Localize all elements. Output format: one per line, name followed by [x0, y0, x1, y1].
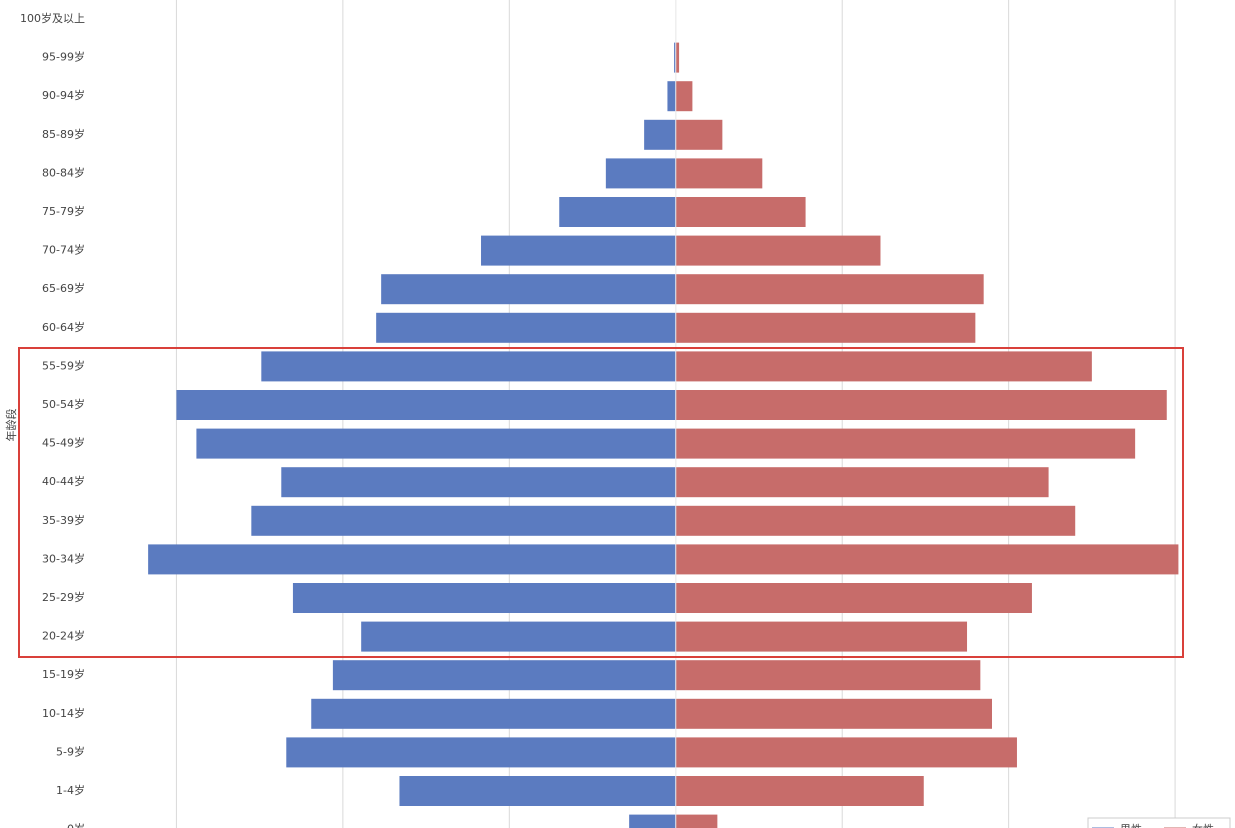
bar [176, 390, 676, 420]
bar [605, 158, 676, 189]
y-tick-label: 20-24岁 [42, 629, 85, 643]
y-tick-label: 30-34岁 [42, 551, 85, 565]
y-tick-label: 90-94岁 [42, 88, 85, 102]
bar [675, 467, 1049, 498]
bar [675, 814, 718, 828]
bar [261, 351, 676, 382]
bar [675, 81, 693, 112]
bar [675, 544, 1179, 575]
bar [675, 505, 1076, 536]
y-tick-label: 85-89岁 [42, 127, 85, 141]
bar [675, 312, 976, 343]
bar [481, 235, 676, 266]
bar [675, 119, 723, 150]
bar [675, 42, 680, 73]
bar [675, 737, 1017, 768]
bar [629, 814, 676, 828]
legend-label: 女性 [1192, 822, 1214, 828]
y-tick-label: 35-39岁 [42, 513, 85, 527]
bar [675, 428, 1136, 459]
bar [286, 737, 676, 768]
bar [559, 197, 676, 227]
bar [675, 660, 981, 691]
bar [281, 467, 676, 498]
bar [381, 274, 676, 305]
y-tick-label: 65-69岁 [42, 281, 85, 295]
bar [196, 428, 676, 459]
bar [675, 390, 1167, 420]
bar [376, 312, 676, 343]
legend-box [1087, 817, 1231, 828]
bar [667, 81, 676, 112]
bar [361, 621, 676, 652]
y-tick-label: 60-64岁 [42, 320, 85, 334]
bar [675, 621, 968, 652]
y-tick-label: 45-49岁 [42, 436, 85, 450]
bar [675, 698, 992, 729]
bar [675, 197, 806, 227]
bar [675, 274, 984, 305]
y-tick-label: 55-59岁 [42, 358, 85, 372]
bar [292, 583, 676, 613]
bar [332, 660, 676, 691]
legend-label: 男性 [1120, 822, 1142, 828]
bar [675, 776, 924, 806]
bar [675, 235, 881, 266]
bar [675, 158, 763, 189]
y-tick-label: 0岁 [67, 822, 85, 828]
bar [674, 42, 676, 73]
y-tick-label: 10-14岁 [42, 706, 85, 720]
y-tick-label: 95-99岁 [42, 50, 85, 64]
y-tick-label: 1-4岁 [56, 783, 85, 797]
y-tick-label: 70-74岁 [42, 243, 85, 257]
y-tick-label: 80-84岁 [42, 165, 85, 179]
y-tick-label: 5-9岁 [56, 744, 85, 758]
y-axis-title: 年龄段 [4, 409, 18, 442]
y-tick-label: 40-44岁 [42, 474, 85, 488]
bar [251, 505, 676, 536]
y-tick-label: 25-29岁 [42, 590, 85, 604]
highlight-box [18, 347, 1184, 658]
y-tick-label: 15-19岁 [42, 667, 85, 681]
bar [644, 119, 676, 150]
bar [311, 698, 676, 729]
y-tick-label: 100岁及以上 [20, 11, 85, 25]
bar [399, 776, 676, 806]
y-tick-label: 75-79岁 [42, 204, 85, 218]
bar [675, 351, 1092, 382]
bar [675, 583, 1032, 613]
bar [148, 544, 676, 575]
y-tick-label: 50-54岁 [42, 397, 85, 411]
